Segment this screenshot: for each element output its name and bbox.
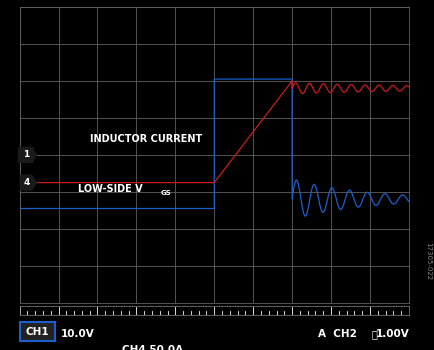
Text: 10.0V: 10.0V [61, 329, 95, 339]
Text: 4: 4 [23, 178, 30, 187]
Text: GS: GS [160, 190, 171, 196]
Text: 1: 1 [23, 150, 30, 159]
Polygon shape [20, 174, 37, 191]
Text: 17305-022: 17305-022 [424, 242, 431, 280]
Text: ⏱: ⏱ [371, 329, 377, 339]
Polygon shape [20, 147, 37, 163]
Text: LOW-SIDE V: LOW-SIDE V [78, 184, 142, 194]
Text: 1.00V: 1.00V [375, 329, 409, 339]
Text: CH1: CH1 [26, 327, 49, 337]
Text: CH4 50.0A: CH4 50.0A [122, 345, 182, 350]
FancyBboxPatch shape [18, 147, 34, 163]
Text: INDUCTOR CURRENT: INDUCTOR CURRENT [89, 134, 201, 144]
Text: A  CH2: A CH2 [317, 329, 355, 339]
